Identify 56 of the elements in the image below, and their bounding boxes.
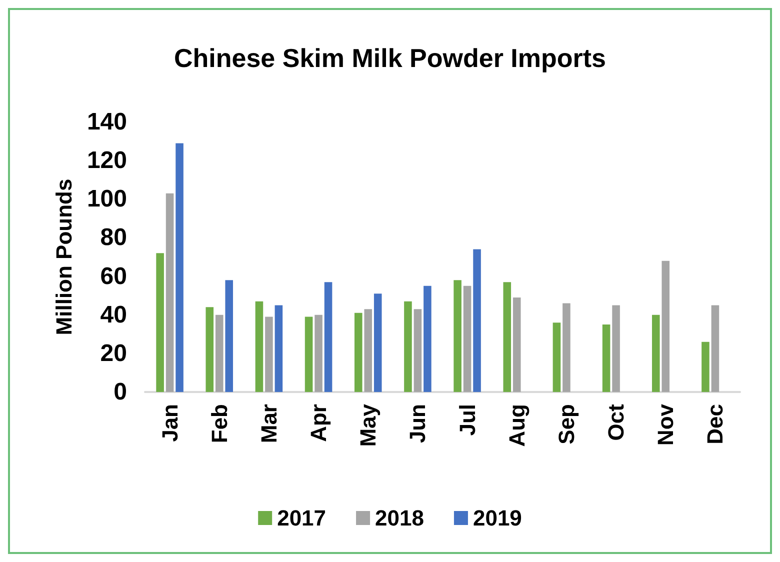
bar	[354, 312, 362, 392]
bar	[324, 282, 332, 392]
chart-title: Chinese Skim Milk Powder Imports	[174, 43, 606, 73]
bar	[414, 309, 422, 392]
y-tick-label: 80	[100, 224, 127, 252]
bar	[314, 314, 322, 392]
bar	[652, 314, 660, 392]
bar	[166, 193, 174, 392]
bar	[225, 280, 234, 392]
bar	[552, 322, 561, 392]
bar	[711, 305, 720, 392]
legend-label: 2018	[375, 506, 424, 530]
bar	[206, 307, 214, 392]
x-tick-label: Jan	[157, 404, 182, 442]
x-tick-label: Nov	[653, 403, 678, 446]
bar	[454, 280, 462, 392]
bar	[364, 309, 372, 392]
x-tick-label: Aug	[504, 404, 530, 447]
x-tick-label: Oct	[604, 403, 629, 441]
x-tick-label: May	[356, 403, 381, 447]
bar	[612, 305, 620, 392]
bar	[255, 301, 264, 392]
x-tick-label: Jul	[454, 404, 480, 436]
bar	[156, 253, 164, 392]
x-tick-label: Apr	[306, 404, 332, 442]
bar	[424, 286, 432, 392]
y-tick-label: 0	[114, 378, 127, 406]
bar	[503, 282, 512, 392]
bar	[304, 316, 313, 392]
bar	[562, 303, 570, 392]
bar	[265, 316, 273, 392]
y-tick-label: 40	[100, 301, 127, 328]
bar	[702, 342, 710, 392]
x-tick-label: Jun	[405, 404, 430, 444]
bar	[176, 143, 184, 392]
y-axis-title: Million Pounds	[52, 178, 76, 336]
bar	[274, 305, 283, 392]
y-tick-label: 20	[100, 340, 127, 367]
bar	[512, 298, 521, 392]
bar	[463, 286, 472, 392]
bar	[602, 324, 610, 392]
bar	[404, 301, 412, 392]
legend-label: 2019	[472, 506, 522, 530]
x-tick-label: Sep	[554, 404, 579, 444]
legend-label: 2017	[277, 506, 326, 530]
bar	[374, 294, 382, 392]
y-tick-label: 100	[86, 186, 127, 213]
y-tick-label: 60	[100, 262, 127, 290]
y-tick-label: 120	[86, 147, 127, 174]
x-tick-label: Mar	[256, 404, 282, 444]
bar	[473, 249, 481, 392]
bar	[215, 314, 224, 392]
bar	[662, 260, 670, 392]
x-tick-label: Dec	[702, 404, 728, 444]
y-tick-label: 140	[86, 108, 127, 136]
x-tick-label: Feb	[206, 404, 232, 444]
